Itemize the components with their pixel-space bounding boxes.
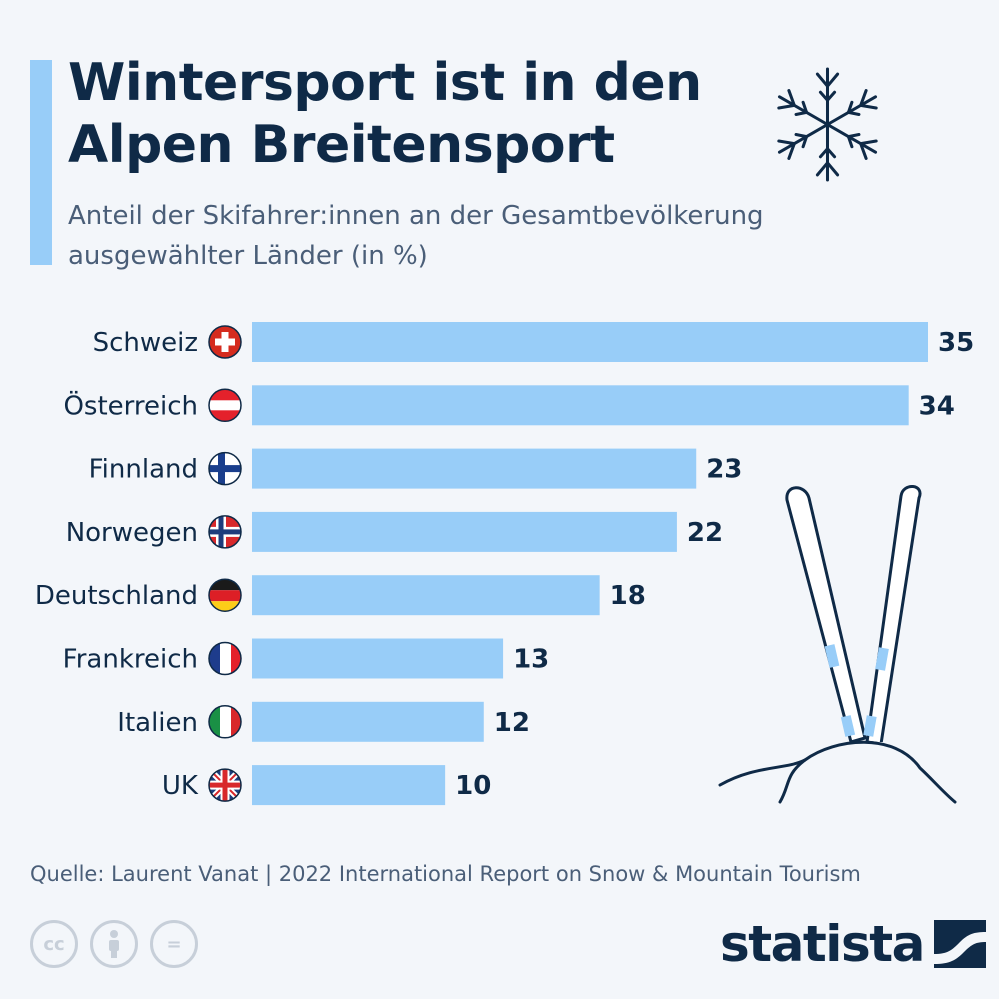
source-note: Quelle: Laurent Vanat | 2022 Internation…: [30, 862, 861, 886]
value-label: 18: [610, 581, 646, 611]
flag-italy-icon: [208, 705, 242, 739]
bar-chart: Schweiz 35 Österreich 34 Finnland 23 Norwegen 2…: [35, 322, 974, 806]
category-label: Norwegen: [66, 518, 198, 548]
value-label: 35: [938, 328, 974, 358]
bar: [252, 448, 697, 489]
flag-france-icon: [208, 641, 242, 676]
flag-switzerland-icon: [208, 325, 242, 359]
bar: [252, 701, 484, 742]
value-label: 13: [513, 645, 549, 675]
value-label: 10: [455, 771, 491, 801]
category-label: Finnland: [89, 455, 198, 485]
category-label: Schweiz: [93, 328, 198, 358]
accent-bar: [30, 60, 52, 265]
bar: [252, 511, 677, 552]
bar: [252, 765, 446, 806]
skis-icon: [715, 485, 965, 810]
logo-text: statista: [720, 915, 925, 973]
flag-finland-icon: [208, 451, 242, 486]
cc-icon[interactable]: cc: [30, 920, 78, 968]
person-icon: [109, 930, 119, 958]
category-label: Österreich: [63, 389, 198, 421]
by-icon[interactable]: [90, 920, 138, 968]
page-subtitle: Anteil der Skifahrer:innen an der Gesamt…: [68, 201, 764, 271]
page-title: Wintersport ist in den Alpen Breitenspor…: [68, 53, 702, 175]
flag-uk-icon: [208, 768, 242, 802]
license-icons: cc =: [30, 920, 198, 968]
snowflake-icon: [772, 67, 883, 182]
category-label: UK: [162, 771, 199, 801]
bar: [252, 322, 928, 362]
category-label: Italien: [117, 708, 198, 738]
bar: [252, 385, 909, 426]
bar: [252, 575, 600, 616]
category-label: Frankreich: [63, 645, 198, 675]
bar: [252, 638, 504, 679]
value-label: 12: [494, 708, 530, 738]
flag-austria-icon: [208, 388, 242, 423]
flag-germany-icon: [208, 578, 242, 612]
category-label: Deutschland: [35, 581, 198, 611]
statista-logo[interactable]: statista: [720, 915, 986, 973]
flag-norway-icon: [208, 515, 242, 549]
value-label: 22: [687, 518, 723, 548]
value-label: 34: [919, 391, 955, 421]
nd-icon[interactable]: =: [150, 920, 198, 968]
value-label: 23: [706, 455, 742, 485]
statista-logo-icon: [933, 920, 986, 968]
